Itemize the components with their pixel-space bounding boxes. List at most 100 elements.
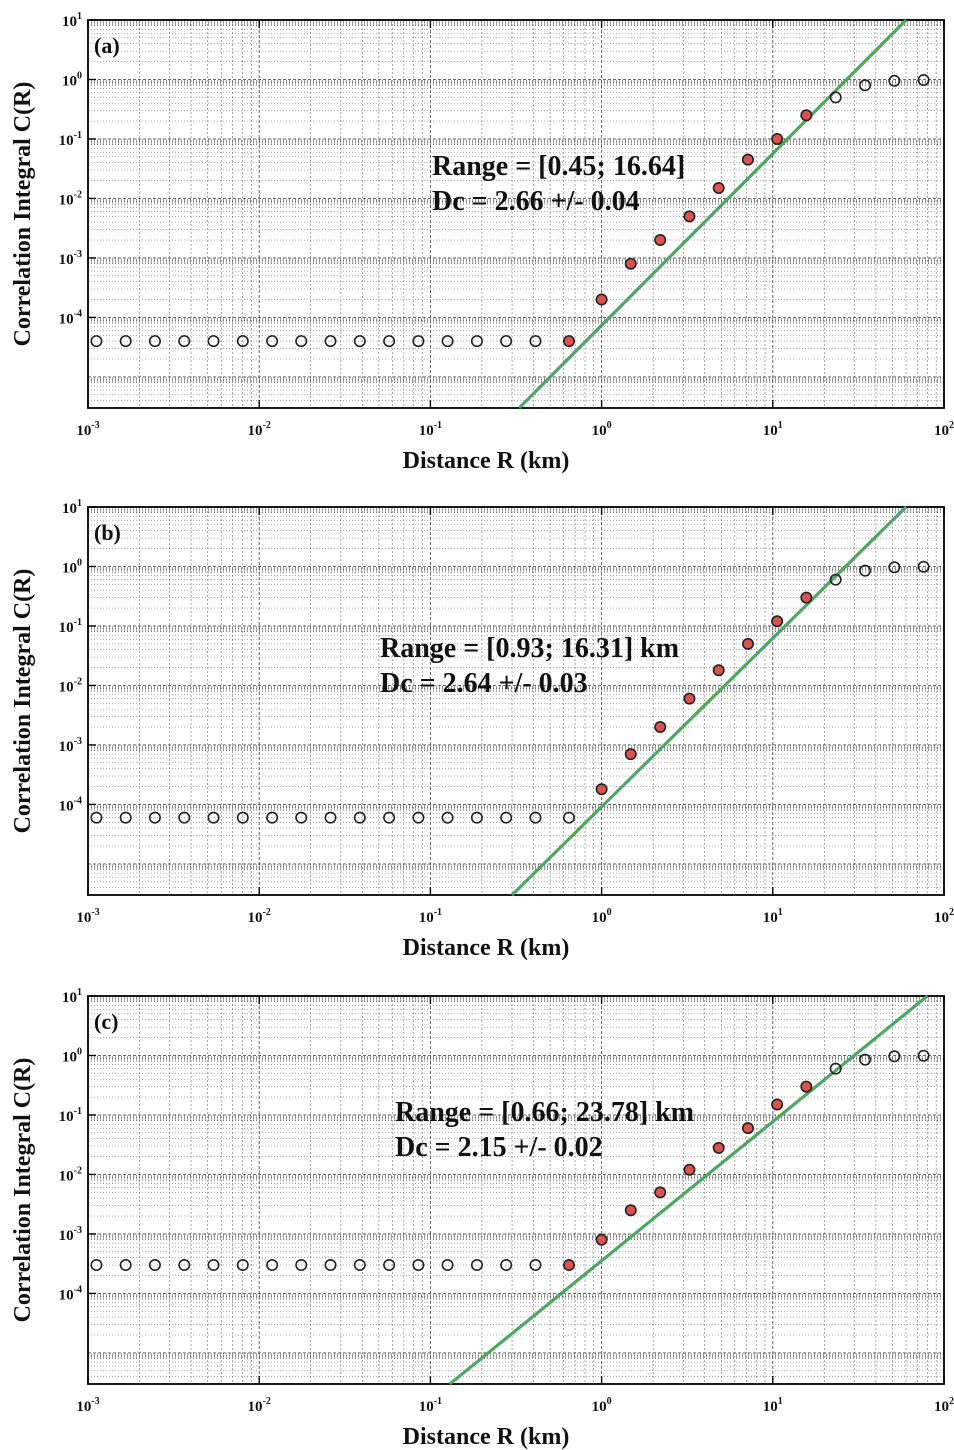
data-point (412, 811, 425, 824)
panel-label: (a) (94, 33, 120, 58)
y-tick-label: 10-1 (59, 130, 82, 149)
data-point (324, 335, 337, 348)
y-tick-label: 100 (62, 1046, 82, 1065)
x-tick-label: 101 (763, 907, 783, 926)
fitted-data-point (624, 257, 637, 270)
x-axis-title: Distance R (km) (403, 448, 570, 474)
x-tick-label: 102 (934, 420, 954, 439)
grid (87, 20, 944, 409)
grid (87, 996, 944, 1385)
y-tick-label: 10-2 (59, 676, 82, 695)
fit-line-green (518, 19, 907, 409)
y-tick-label: 10-1 (59, 1106, 82, 1125)
grid (87, 507, 944, 896)
data-point (441, 335, 454, 348)
fitted-data-point (712, 664, 725, 677)
x-tick-label: 10-1 (419, 1396, 442, 1415)
y-tick-label: 10-2 (59, 189, 82, 208)
chart-panel-2: 10-3 10-2 10-1 100 101 102 101 100 10-1 10-2 10-3 1… (10, 498, 954, 961)
fitted-data-point (624, 748, 637, 761)
data-point (829, 91, 842, 104)
fitted-data-point (595, 1233, 608, 1246)
fitted-data-point (654, 234, 667, 247)
y-axis-title: Correlation Integral C(R) (10, 569, 36, 834)
fit-line-green (449, 994, 929, 1386)
fitted-data-point (712, 181, 725, 194)
y-tick-label: 10-3 (59, 249, 82, 268)
x-tick-label: 10-3 (76, 907, 99, 926)
x-tick-label: 10-3 (76, 420, 99, 439)
data-point (148, 811, 161, 824)
x-tick-label: 101 (763, 1396, 783, 1415)
fitted-data-point (595, 293, 608, 306)
data-point (236, 335, 249, 348)
fitted-data-point (683, 692, 696, 705)
fitted-data-point (624, 1204, 637, 1217)
data-point (353, 335, 366, 348)
fitted-data-point (800, 109, 813, 122)
fitted-data-point (683, 1163, 696, 1176)
data-point (353, 811, 366, 824)
data-point (207, 335, 220, 348)
fitted-data-point (654, 721, 667, 734)
fitted-data-point (562, 1259, 575, 1272)
data-point (295, 335, 308, 348)
dc-annotation: Dc = 2.66 +/- 0.04 (432, 186, 640, 217)
data-point (859, 79, 872, 92)
data-point (383, 811, 396, 824)
y-tick-label: 10-3 (59, 736, 82, 755)
data-point (207, 811, 220, 824)
fitted-data-point (595, 783, 608, 796)
x-tick-label: 102 (934, 1396, 954, 1415)
y-tick-label: 101 (62, 987, 82, 1006)
x-tick-label: 10-1 (419, 907, 442, 926)
x-tick-label: 10-3 (76, 1396, 99, 1415)
fitted-data-point (562, 335, 575, 348)
x-axis-title: Distance R (km) (403, 1424, 570, 1450)
fit-line-green (511, 506, 907, 896)
fitted-data-point (741, 1122, 754, 1135)
data-point (441, 811, 454, 824)
fitted-data-point (800, 591, 813, 604)
data-point (295, 1259, 308, 1272)
plot-frame (87, 506, 945, 896)
range-annotation: Range = [0.93; 16.31] km (380, 633, 679, 664)
data-point (178, 1259, 191, 1272)
data-point (441, 1259, 454, 1272)
x-tick-label: 100 (592, 1396, 612, 1415)
data-point (295, 811, 308, 824)
data-point (178, 335, 191, 348)
data-point (383, 335, 396, 348)
data-point (529, 1259, 542, 1272)
fitted-data-point (654, 1186, 667, 1199)
chart-panel-3: 10-3 10-2 10-1 100 101 102 101 100 10-1 10-2 10-3 1… (10, 987, 954, 1450)
data-point (529, 335, 542, 348)
fitted-data-point (741, 637, 754, 650)
dc-annotation: Dc = 2.15 +/- 0.02 (395, 1132, 603, 1163)
x-tick-label: 101 (763, 420, 783, 439)
fitted-data-point (712, 1141, 725, 1154)
data-point (829, 1062, 842, 1075)
data-point (470, 335, 483, 348)
data-point (500, 335, 513, 348)
y-tick-label: 10-4 (59, 1284, 82, 1303)
x-tick-label: 10-1 (419, 420, 442, 439)
dc-annotation: Dc = 2.64 +/- 0.03 (380, 668, 588, 699)
data-point (859, 564, 872, 577)
x-tick-label: 102 (934, 907, 954, 926)
data-point (829, 573, 842, 586)
data-point (412, 1259, 425, 1272)
fitted-data-point (771, 1098, 784, 1111)
data-point (324, 811, 337, 824)
data-point (324, 1259, 337, 1272)
data-point (917, 74, 930, 87)
y-tick-label: 100 (62, 70, 82, 89)
data-point (470, 811, 483, 824)
x-tick-label: 10-2 (248, 1396, 271, 1415)
y-tick-label: 10-3 (59, 1225, 82, 1244)
y-tick-label: 101 (62, 498, 82, 517)
data-point (412, 335, 425, 348)
y-tick-label: 10-2 (59, 1165, 82, 1184)
plot-frame (87, 995, 945, 1385)
data-point (888, 561, 901, 574)
